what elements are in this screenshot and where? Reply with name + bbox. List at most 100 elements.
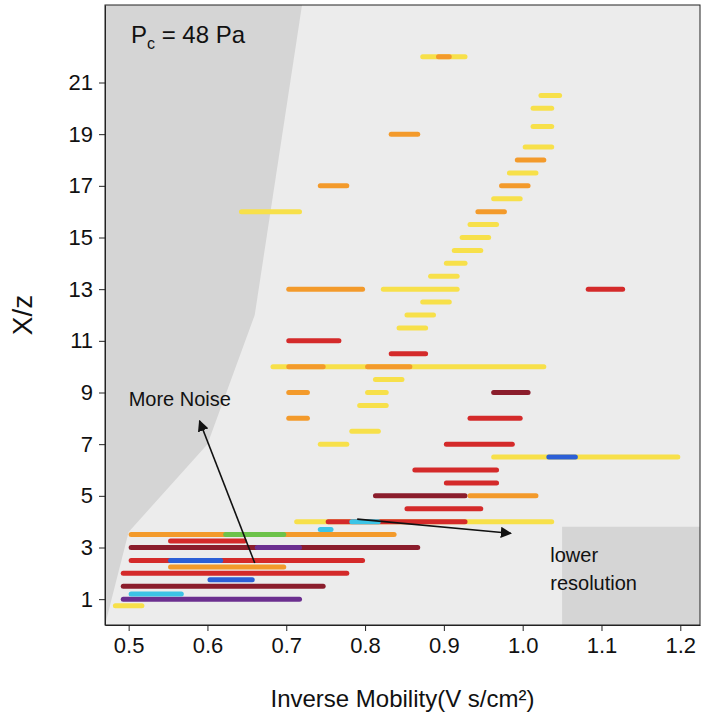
y-tick-label: 5 <box>81 483 93 508</box>
ion-streak <box>507 170 539 175</box>
plot-frame <box>105 5 700 625</box>
ion-streak <box>286 364 325 369</box>
plot-background <box>105 5 700 625</box>
y-tick: 3 <box>81 535 105 560</box>
ion-streak <box>531 124 555 129</box>
ion-streak <box>389 132 421 137</box>
x-tick-mark <box>207 625 208 631</box>
ion-streak <box>404 506 483 511</box>
ion-streak <box>365 390 389 395</box>
x-tick-mark <box>523 625 524 631</box>
ion-streak <box>365 364 412 369</box>
x-tick-label: 0.5 <box>114 633 145 658</box>
ion-streak <box>121 571 350 576</box>
x-tick-label: 1.1 <box>587 633 618 658</box>
y-tick: 7 <box>81 432 105 457</box>
y-tick-mark <box>99 548 105 549</box>
ion-streak <box>373 493 468 498</box>
ion-streak <box>270 364 546 369</box>
y-tick-mark <box>99 83 105 84</box>
ion-streak <box>460 235 492 240</box>
ion-streak <box>546 455 578 460</box>
ion-streak <box>294 519 554 524</box>
y-tick-label: 1 <box>81 587 93 612</box>
x-tick: 1.2 <box>666 625 697 658</box>
x-tick: 0.9 <box>429 625 460 658</box>
ion-streak <box>129 558 365 563</box>
x-tick-label: 0.6 <box>193 633 224 658</box>
ion-streak <box>491 390 530 395</box>
y-tick-mark <box>99 496 105 497</box>
ion-streak <box>468 493 539 498</box>
x-tick-mark <box>444 625 445 631</box>
ion-streak <box>420 300 452 305</box>
ion-streak <box>121 597 302 602</box>
y-tick-label: 21 <box>69 70 93 95</box>
ion-streak <box>357 403 389 408</box>
ion-streak <box>318 527 334 532</box>
y-tick: 15 <box>69 225 105 250</box>
y-tick-mark <box>99 444 105 445</box>
ion-streak <box>436 54 452 59</box>
ion-streak <box>499 183 531 188</box>
plot-area <box>105 5 700 625</box>
ion-streak <box>412 468 499 473</box>
ion-streak <box>444 442 515 447</box>
y-tick-mark <box>99 186 105 187</box>
ion-streak <box>468 416 523 421</box>
x-tick-mark <box>286 625 287 631</box>
annotation-arrow <box>200 421 255 563</box>
y-tick-label: 9 <box>81 380 93 405</box>
ion-streak <box>428 274 460 279</box>
x-tick: 0.5 <box>114 625 145 658</box>
ion-streak <box>444 261 468 266</box>
x-tick: 0.8 <box>350 625 381 658</box>
x-axis-line <box>106 625 701 626</box>
y-tick: 11 <box>70 328 105 353</box>
y-axis-line <box>105 6 106 626</box>
y-tick-label: 7 <box>81 432 93 457</box>
x-tick-mark <box>601 625 602 631</box>
annotation-text: More Noise <box>129 388 231 410</box>
x-tick: 1.0 <box>508 625 539 658</box>
ion-streak <box>404 313 436 318</box>
y-tick-label: 17 <box>69 173 93 198</box>
x-tick-label: 0.8 <box>350 633 381 658</box>
y-tick-mark <box>99 289 105 290</box>
annotation-text: resolution <box>550 572 637 594</box>
y-tick: 1 <box>81 587 105 612</box>
ion-streak <box>389 351 428 356</box>
ion-streak <box>168 539 247 544</box>
y-tick-mark <box>99 238 105 239</box>
ion-streak <box>420 54 467 59</box>
ion-streak <box>318 442 350 447</box>
ion-streak <box>586 287 625 292</box>
y-axis-title: X/z <box>7 295 38 335</box>
x-tick: 0.6 <box>193 625 224 658</box>
annotation-text: lower <box>550 544 598 566</box>
ion-streak <box>349 429 381 434</box>
ion-streak <box>397 325 429 330</box>
x-tick-label: 1.0 <box>508 633 539 658</box>
ion-streak <box>255 545 302 550</box>
x-axis-title: Inverse Mobility(V s/cm²) <box>270 685 534 712</box>
chart-svg: 0.50.60.70.80.91.01.11.21357911131517192… <box>0 0 704 719</box>
y-tick-mark <box>99 393 105 394</box>
y-tick: 19 <box>69 122 105 147</box>
y-tick-label: 15 <box>69 225 93 250</box>
x-tick-label: 1.2 <box>666 633 697 658</box>
ion-streak <box>531 106 555 111</box>
ion-streak <box>286 287 365 292</box>
annotation-arrow <box>357 519 511 533</box>
y-tick-label: 19 <box>69 122 93 147</box>
ion-streak <box>475 209 507 214</box>
x-tick: 1.1 <box>587 625 618 658</box>
y-tick-label: 13 <box>69 277 93 302</box>
y-tick-label: 3 <box>81 535 93 560</box>
signal-region <box>105 5 700 625</box>
y-tick: 9 <box>81 380 105 405</box>
ion-streak <box>286 338 341 343</box>
y-tick-mark <box>99 134 105 135</box>
ion-streak <box>444 480 499 485</box>
ion-streak <box>121 584 326 589</box>
